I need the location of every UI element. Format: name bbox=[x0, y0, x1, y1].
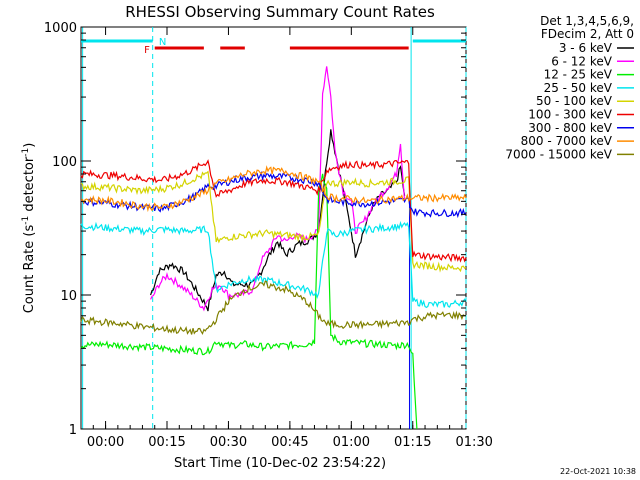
legend-entry-label: 7000 - 15000 keV bbox=[505, 147, 612, 161]
footer-date: 22-Oct-2021 10:38 bbox=[560, 467, 636, 476]
series-line bbox=[80, 280, 467, 335]
x-tick-label: 00:00 bbox=[87, 435, 124, 450]
chart-title: RHESSI Observing Summary Count Rates bbox=[125, 3, 435, 21]
x-tick-label: 01:30 bbox=[455, 435, 492, 450]
series-line bbox=[80, 165, 467, 213]
y-tick-label: 100 bbox=[52, 155, 77, 170]
legend: Det 1,3,4,5,6,9, FDecim 2, Att 0 3 - 6 k… bbox=[505, 14, 634, 161]
legend-entry-label: 50 - 100 keV bbox=[536, 94, 613, 108]
series-line bbox=[80, 173, 418, 430]
legend-entry-label: 800 - 7000 keV bbox=[521, 134, 613, 148]
legend-header-line-2: FDecim 2, Att 0 bbox=[541, 27, 634, 41]
series-line bbox=[80, 159, 467, 263]
x-axis-label: Start Time (10-Dec-02 23:54:22) bbox=[174, 456, 386, 471]
y-tick-label: 1 bbox=[69, 423, 77, 438]
x-axis-ticks: 00:00 00:15 00:30 00:45 01:00 01:15 01:30 bbox=[80, 27, 493, 450]
series-line bbox=[150, 129, 406, 312]
legend-entry-label: 100 - 300 keV bbox=[528, 108, 612, 122]
legend-entry-label: 3 - 6 keV bbox=[559, 41, 613, 55]
y-axis-ticks: 1 10 100 1000 bbox=[44, 21, 466, 438]
y-tick-label: 1000 bbox=[44, 21, 77, 36]
legend-header-line-1: Det 1,3,4,5,6,9, bbox=[540, 14, 634, 28]
x-tick-label: 00:30 bbox=[210, 435, 247, 450]
x-tick-label: 00:15 bbox=[148, 435, 185, 450]
series-line bbox=[80, 170, 467, 273]
y-axis-label: Count Rate (s-1 detector-1) bbox=[21, 143, 37, 314]
legend-entry-label: 12 - 25 keV bbox=[544, 68, 613, 82]
series-group bbox=[80, 66, 467, 430]
x-tick-label: 01:15 bbox=[394, 435, 431, 450]
legend-entry-label: 25 - 50 keV bbox=[544, 81, 613, 95]
legend-entry-label: 300 - 800 keV bbox=[528, 121, 612, 135]
series-line bbox=[150, 66, 406, 312]
series-line bbox=[80, 220, 467, 309]
x-tick-label: 01:00 bbox=[333, 435, 370, 450]
y-tick-label: 10 bbox=[60, 289, 77, 304]
flag-bars: NF bbox=[81, 37, 466, 56]
x-tick-label: 00:45 bbox=[271, 435, 308, 450]
f-flag-label: F bbox=[144, 45, 150, 56]
legend-entry-label: 6 - 12 keV bbox=[551, 54, 613, 68]
n-flag-label: N bbox=[159, 37, 166, 48]
